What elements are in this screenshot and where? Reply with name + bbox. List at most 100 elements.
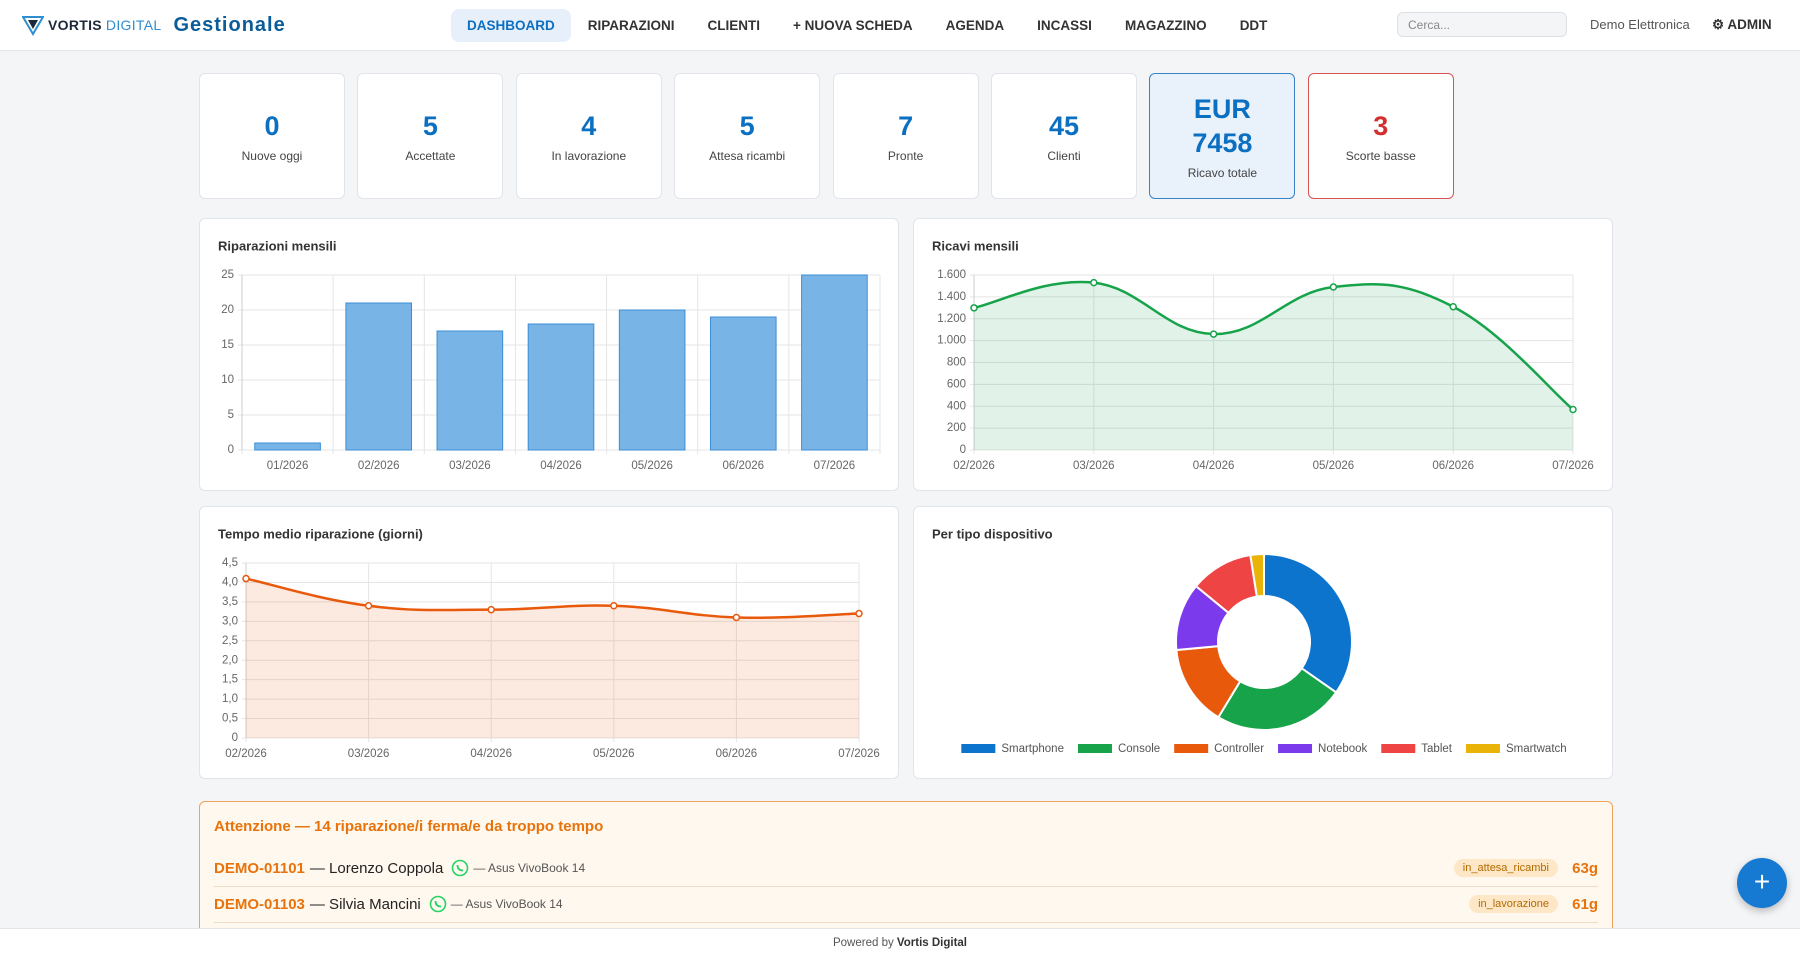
legend-swatch	[961, 744, 996, 753]
bar	[618, 309, 686, 451]
line	[245, 577, 860, 620]
stat-label: Ricavo totale	[1187, 166, 1258, 180]
x-tick-label: 01/2026	[267, 460, 309, 472]
y-tick-label: 1.400	[937, 291, 966, 303]
point	[1209, 330, 1218, 338]
area	[246, 578, 859, 738]
y-tick-label: 10	[221, 374, 234, 386]
x-tick-label: 02/2026	[358, 460, 400, 472]
y-tick-label: 15	[221, 339, 234, 351]
top-bar: VORTIS DIGITAL Gestionale DASHBOARD RIPAR…	[0, 0, 1800, 51]
footer-brand: Vortis Digital	[896, 937, 967, 949]
stat-value: 4	[581, 111, 597, 141]
x-tick-label: 06/2026	[716, 748, 758, 760]
device: — Asus VivoBook 14	[473, 861, 586, 875]
nav-item[interactable]: RIPARAZIONI	[587, 17, 675, 33]
stat-label: Scorte basse	[1345, 149, 1416, 163]
point	[1329, 283, 1338, 291]
stat-value: EUR 7458	[1192, 94, 1253, 158]
stat-card: 5 Attesa ricambi	[674, 73, 821, 199]
stat-card: 7 Pronte	[832, 73, 979, 199]
x-tick-label: 06/2026	[722, 460, 764, 472]
y-tick-label: 2,0	[222, 654, 238, 666]
y-tick-label: 1,0	[222, 693, 238, 705]
chart: Ricavi mensili 0 200 400 600 800 1.000 1.200 1.4…	[932, 238, 1594, 472]
stat-card: 4 In lavorazione	[515, 73, 662, 199]
add-button[interactable]: +	[1737, 858, 1787, 908]
days: 63g	[1572, 859, 1598, 877]
x-tick-label: 05/2026	[1313, 460, 1355, 472]
y-tick-label: 600	[947, 378, 966, 390]
stat-label: Pronte	[887, 149, 924, 163]
stat-card: 45 Clienti	[991, 73, 1137, 199]
whatsapp-icon[interactable]	[451, 859, 469, 877]
y-tick-label: 0,5	[222, 713, 238, 725]
y-tick-label: 5	[228, 409, 234, 421]
repair-code[interactable]: DEMO-01103	[214, 895, 305, 913]
user-menu[interactable]: ⚙ ADMIN	[1712, 17, 1772, 32]
brand[interactable]: VORTIS DIGITAL Gestionale	[22, 0, 286, 50]
line	[973, 280, 1574, 411]
footer: Powered by Vortis Digital	[0, 928, 1800, 958]
nav-item[interactable]: CLIENTI	[707, 17, 761, 33]
customer: — Lorenzo Coppola	[309, 859, 444, 877]
nav-item[interactable]: DASHBOARD	[451, 8, 571, 42]
y-tick-label: 2,5	[222, 635, 238, 647]
stat-label: Clienti	[1047, 149, 1081, 163]
chart-card: Tempo medio riparazione (giorni) 0 0,5 1,0 1…	[199, 506, 899, 779]
nav-item[interactable]: DDT	[1239, 17, 1268, 33]
point	[1449, 302, 1457, 311]
stat-label: Attesa ricambi	[709, 149, 786, 163]
bar	[801, 274, 868, 451]
stat-label: Nuove oggi	[241, 149, 303, 163]
area	[974, 281, 1573, 450]
nav-item[interactable]: INCASSI	[1037, 17, 1092, 33]
stat-card: 0 Nuove oggi	[199, 73, 345, 199]
bar	[709, 316, 777, 451]
y-tick-label: 0	[960, 444, 966, 456]
nav-item[interactable]: + NUOVA SCHEDA	[793, 17, 913, 33]
point	[1090, 278, 1098, 287]
legend-swatch	[1278, 744, 1313, 753]
pie-slice	[1249, 552, 1265, 598]
chart: Tempo medio riparazione (giorni) 0 0,5 1,0 1…	[218, 526, 880, 760]
y-tick-label: 1,5	[222, 674, 238, 686]
x-tick-label: 04/2026	[1193, 460, 1235, 472]
stat-value: 7	[898, 111, 914, 141]
y-tick-label: 800	[947, 357, 966, 369]
repair-code[interactable]: DEMO-01101	[214, 859, 305, 877]
search-input[interactable]: Cerca...	[1397, 12, 1567, 37]
footer-prefix: Powered by	[832, 937, 894, 949]
icon-phone	[456, 864, 464, 872]
stat-label: In lavorazione	[551, 149, 627, 163]
point	[732, 613, 741, 622]
x-tick-label: 07/2026	[814, 460, 856, 472]
x-tick-label: 07/2026	[1552, 460, 1594, 472]
point	[242, 574, 250, 583]
y-tick-label: 3,0	[222, 615, 238, 627]
chart-title: Per tipo dispositivo	[932, 526, 1053, 541]
whatsapp-icon[interactable]	[429, 895, 447, 913]
chart: Riparazioni mensili 0 5 10 15 20 25 01/2026 02/2…	[218, 238, 881, 472]
point	[970, 304, 978, 312]
chart-card: Per tipo dispositivo Smartphone Console Con…	[913, 506, 1613, 779]
stat-card: 5 Accettate	[357, 73, 504, 199]
legend-swatch	[1381, 744, 1416, 753]
x-tick-label: 05/2026	[593, 748, 635, 760]
x-tick-label: 03/2026	[348, 748, 390, 760]
main-nav: DASHBOARD RIPARAZIONI CLIENTI + NUOVA SCHED…	[451, 0, 1284, 50]
y-tick-label: 400	[947, 400, 966, 412]
legend-swatch	[1465, 744, 1500, 753]
alert-row: DEMO-01103— Silvia Mancini — Asus VivoBoo…	[214, 886, 1598, 923]
chart-card: Riparazioni mensili 0 5 10 15 20 25 01/2026 02/2…	[199, 218, 899, 491]
chart-title: Tempo medio riparazione (giorni)	[218, 526, 423, 541]
icon-ring	[429, 895, 447, 913]
stat-card: EUR 7458 Ricavo totale	[1149, 73, 1296, 199]
nav-item[interactable]: MAGAZZINO	[1124, 17, 1207, 33]
nav-item[interactable]: AGENDA	[945, 17, 1005, 33]
chart-title: Ricavi mensili	[932, 238, 1019, 253]
x-tick-label: 04/2026	[470, 748, 512, 760]
alert-title: Attenzione — 14 riparazione/i ferma/e da…	[214, 818, 604, 835]
y-tick-label: 0	[232, 732, 238, 744]
chart-title: Riparazioni mensili	[218, 238, 336, 253]
